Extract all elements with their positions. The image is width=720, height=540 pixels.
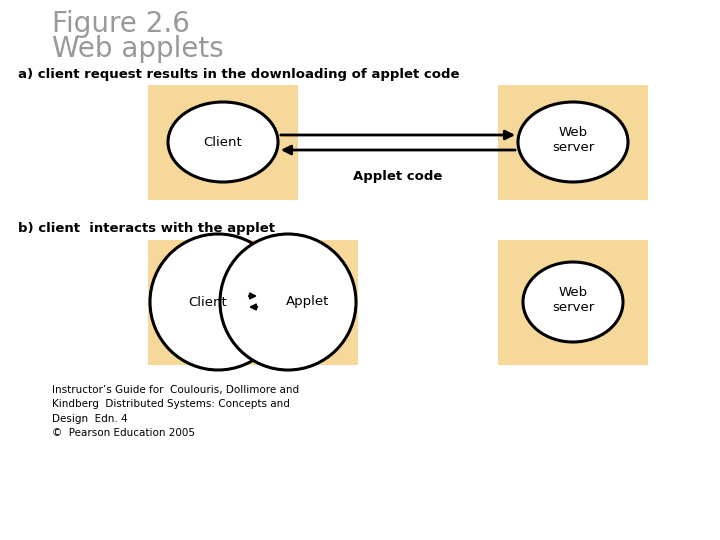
Ellipse shape — [518, 102, 628, 182]
Text: Applet: Applet — [287, 295, 330, 308]
Text: b) client  interacts with the applet: b) client interacts with the applet — [18, 222, 275, 235]
Ellipse shape — [150, 234, 286, 370]
Text: a) client request results in the downloading of applet code: a) client request results in the downloa… — [18, 68, 459, 81]
FancyBboxPatch shape — [148, 85, 298, 200]
Text: Client: Client — [204, 136, 243, 148]
FancyBboxPatch shape — [498, 85, 648, 200]
Text: Instructor’s Guide for  Coulouris, Dollimore and
Kindberg  Distributed Systems: : Instructor’s Guide for Coulouris, Dollim… — [52, 385, 299, 438]
FancyBboxPatch shape — [148, 240, 358, 365]
Text: Applet code: Applet code — [354, 170, 443, 183]
Text: Web applets: Web applets — [52, 35, 224, 63]
Ellipse shape — [220, 234, 356, 370]
Text: Web
server: Web server — [552, 286, 594, 314]
Text: Client: Client — [189, 295, 228, 308]
Text: Figure 2.6: Figure 2.6 — [52, 10, 190, 38]
FancyBboxPatch shape — [498, 240, 648, 365]
Ellipse shape — [168, 102, 278, 182]
Text: Web
server: Web server — [552, 126, 594, 154]
Ellipse shape — [523, 262, 623, 342]
